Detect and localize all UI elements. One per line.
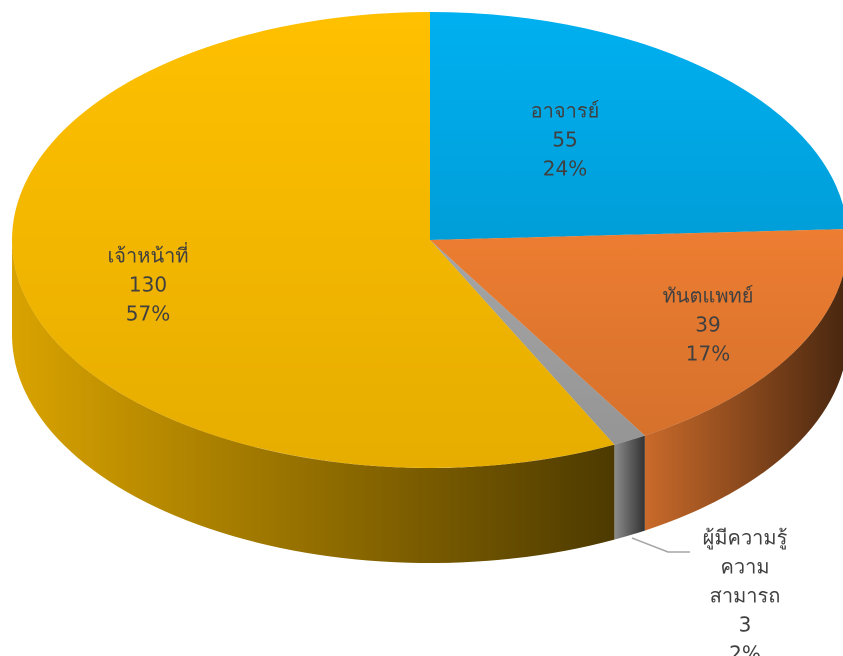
slice-side bbox=[12, 240, 615, 563]
data-label: อาจารย์ 55 24% bbox=[531, 97, 600, 184]
value-label: 39 bbox=[695, 312, 721, 337]
category-label: ผู้มีความรู้ ความสามารถ bbox=[702, 525, 788, 608]
percent-label: 17% bbox=[685, 341, 731, 366]
value-label: 130 bbox=[128, 272, 168, 297]
slice bbox=[430, 12, 843, 240]
slice bbox=[430, 229, 843, 436]
percent-label: 57% bbox=[125, 301, 171, 326]
slice bbox=[430, 240, 645, 445]
category-label: อาจารย์ bbox=[530, 98, 600, 123]
value-label: 3 bbox=[738, 612, 752, 637]
slice-side bbox=[614, 435, 645, 540]
data-label: ผู้มีความรู้ ความสามารถ 3 2% bbox=[696, 524, 794, 656]
leader-line bbox=[631, 537, 690, 553]
data-label: เจ้าหน้าที่ 130 57% bbox=[107, 242, 188, 329]
data-label: ทันตแพทย์ 39 17% bbox=[663, 282, 754, 369]
value-label: 55 bbox=[552, 127, 578, 152]
category-label: เจ้าหน้าที่ bbox=[107, 243, 189, 268]
slice-side bbox=[644, 275, 843, 531]
category-label: ทันตแพทย์ bbox=[662, 283, 754, 308]
percent-label: 24% bbox=[542, 156, 588, 181]
slice bbox=[11, 12, 615, 469]
percent-label: 2% bbox=[729, 641, 761, 656]
